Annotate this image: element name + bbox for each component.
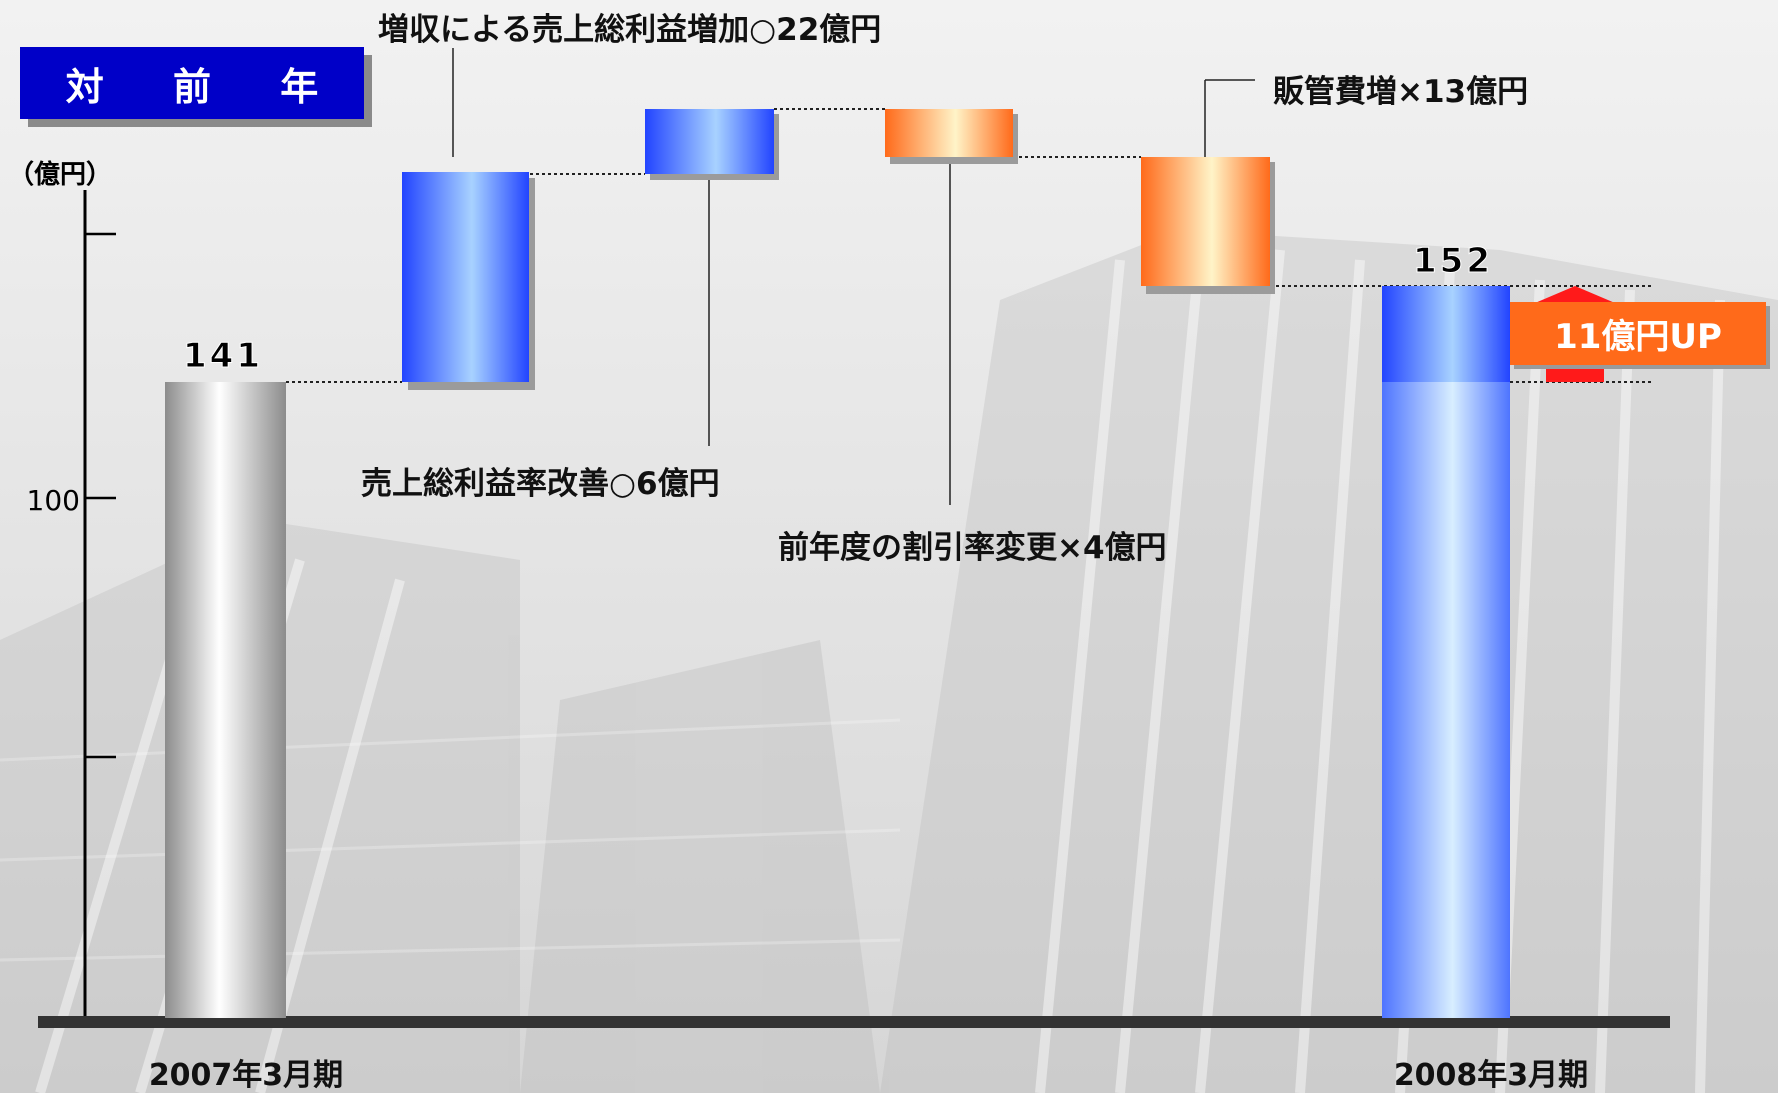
bar-step-sga: [1141, 157, 1270, 286]
callout-leaders: [452, 48, 1255, 505]
step-label-discount: 前年度の割引率変更×4億円: [778, 530, 1167, 566]
bar-2008-upper: [1382, 286, 1510, 382]
value-label-2007: 141: [183, 336, 263, 376]
step-label-sga: 販管費増×13億円: [1273, 74, 1528, 110]
bar-step-discount: [885, 109, 1013, 157]
y-tick-label-100: 100: [27, 484, 80, 517]
bar-step-gross-profit: [402, 172, 529, 382]
bar-2008-lower: [1382, 382, 1510, 1018]
baseline: [38, 1016, 1670, 1028]
category-label-2007: 2007年3月期: [149, 1058, 343, 1093]
comparison-badge: 対 前 年: [20, 47, 364, 119]
unit-label: （億円）: [8, 160, 112, 190]
connector-lines: [286, 108, 1652, 383]
change-label-box: 11億円UP: [1510, 302, 1766, 365]
step-label-margin: 売上総利益率改善○6億円: [361, 466, 720, 502]
value-label-2008: 152: [1413, 241, 1493, 281]
step-label-gross-profit: 増収による売上総利益増加○22億円: [378, 12, 881, 48]
bar-2007: [165, 382, 286, 1018]
bar-step-margin: [645, 109, 774, 174]
category-label-2008: 2008年3月期: [1394, 1058, 1588, 1093]
